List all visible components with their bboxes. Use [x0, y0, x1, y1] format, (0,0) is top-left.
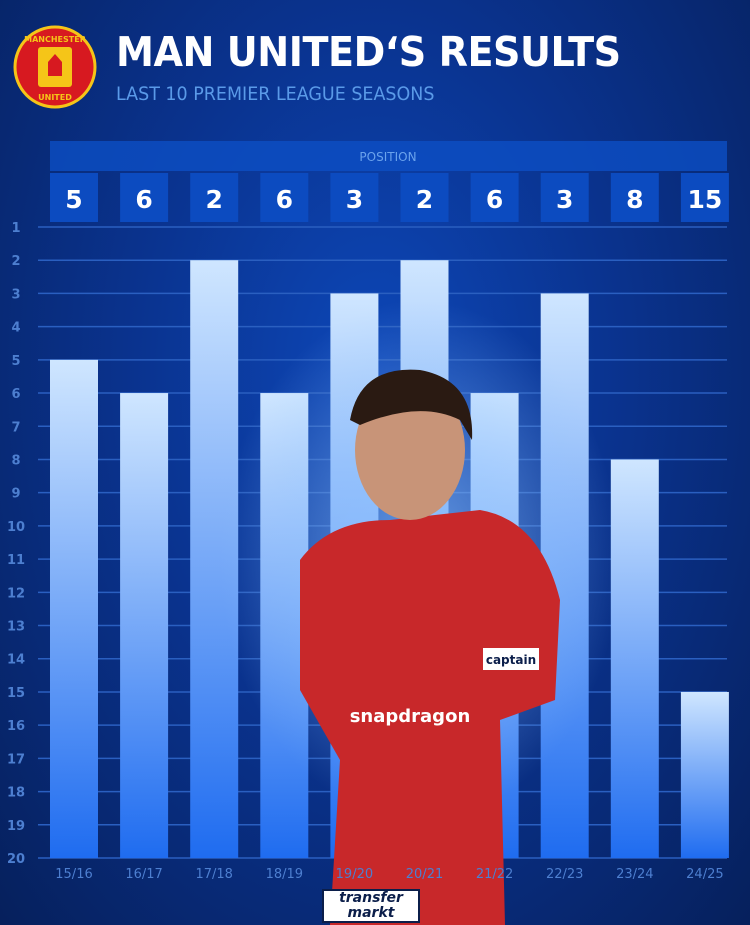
- position-box: [470, 173, 519, 222]
- y-tick-label: 17: [7, 752, 25, 767]
- position-box: [190, 173, 239, 222]
- y-tick-label: 2: [11, 254, 20, 269]
- position-value: 2: [416, 185, 433, 214]
- position-value: 6: [486, 185, 503, 214]
- y-tick-label: 8: [11, 453, 20, 468]
- x-tick-label: 19/20: [336, 867, 373, 882]
- y-tick-label: 7: [11, 420, 20, 435]
- position-box: [400, 173, 449, 222]
- position-header-band: [50, 141, 727, 171]
- bar-23-24: [610, 459, 659, 858]
- position-box: [120, 173, 169, 222]
- x-tick-label: 24/25: [686, 867, 723, 882]
- manchester-united-crest: MANCHESTER UNITED: [13, 25, 97, 109]
- y-tick-label: 20: [7, 852, 25, 867]
- brand-text: transfer markt: [339, 890, 403, 921]
- position-box: [50, 173, 98, 222]
- x-tick-label: 20/21: [406, 867, 443, 882]
- bar-16-17: [120, 393, 169, 858]
- y-tick-label: 14: [7, 653, 25, 668]
- x-tick-label: 18/19: [266, 867, 303, 882]
- x-tick-label: 17/18: [195, 867, 232, 882]
- armband-text: captain: [486, 653, 536, 667]
- position-value: 3: [346, 185, 363, 214]
- position-value: 2: [205, 185, 222, 214]
- y-tick-label: 3: [11, 287, 20, 302]
- position-value: 6: [135, 185, 152, 214]
- position-value: 6: [276, 185, 293, 214]
- y-tick-label: 15: [7, 686, 25, 701]
- position-box: [330, 173, 379, 222]
- position-box: [260, 173, 309, 222]
- y-tick-label: 19: [7, 819, 25, 834]
- sponsor-text: snapdragon: [350, 706, 471, 727]
- x-tick-label: 16/17: [125, 867, 162, 882]
- y-tick-label: 13: [7, 620, 25, 635]
- x-tick-label: 21/22: [476, 867, 513, 882]
- y-tick-label: 6: [11, 387, 20, 402]
- position-value: 8: [626, 185, 643, 214]
- svg-text:UNITED: UNITED: [38, 93, 72, 102]
- transfermarkt-logo: transfer markt: [322, 889, 420, 923]
- y-tick-label: 4: [11, 321, 20, 336]
- y-tick-label: 1: [11, 221, 20, 236]
- x-tick-label: 23/24: [616, 867, 653, 882]
- position-header: POSITION: [359, 150, 416, 164]
- page-title: MAN UNITED‘S RESULTS: [116, 28, 621, 76]
- x-tick-label: 15/16: [55, 867, 92, 882]
- y-tick-label: 5: [11, 354, 20, 369]
- y-tick-label: 10: [7, 520, 25, 535]
- position-box: [540, 173, 589, 222]
- svg-text:MANCHESTER: MANCHESTER: [24, 35, 86, 44]
- y-tick-label: 11: [7, 553, 25, 568]
- position-value: 15: [688, 185, 723, 214]
- position-box: [680, 173, 729, 222]
- player-photo: [220, 300, 620, 925]
- y-tick-label: 9: [11, 487, 20, 502]
- y-tick-label: 16: [7, 719, 25, 734]
- y-tick-label: 18: [7, 786, 25, 801]
- bar-24-25: [680, 691, 729, 858]
- y-tick-label: 12: [7, 586, 25, 601]
- x-tick-label: 22/23: [546, 867, 583, 882]
- position-box: [610, 173, 659, 222]
- position-value: 5: [65, 185, 82, 214]
- position-value: 3: [556, 185, 573, 214]
- page-subtitle: LAST 10 PREMIER LEAGUE SEASONS: [116, 83, 435, 105]
- bar-15-16: [50, 359, 98, 858]
